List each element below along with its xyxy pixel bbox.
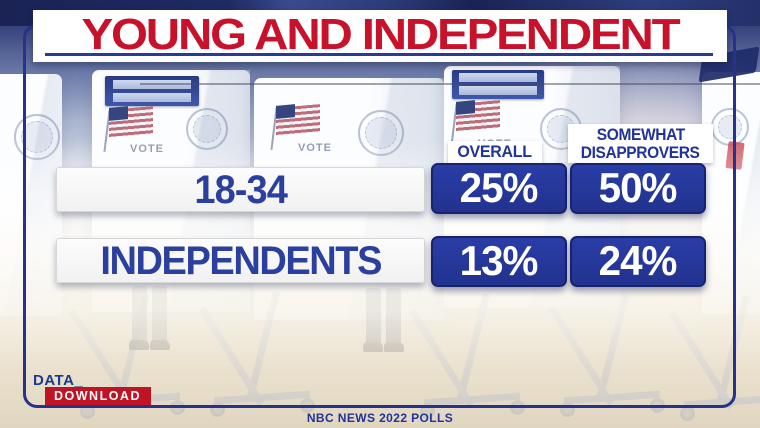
value-text: 13% — [460, 237, 539, 284]
value-text: 50% — [599, 164, 678, 211]
value-18-34-overall: 25% — [431, 163, 567, 214]
graphic-frame — [23, 24, 736, 408]
source-attribution: NBC NEWS 2022 POLLS — [306, 411, 454, 425]
column-header-somewhat-disapprovers: SOMEWHAT DISAPPROVERS — [568, 124, 713, 163]
column-header-overall: OVERALL — [448, 141, 542, 163]
column-header-label: OVERALL — [457, 142, 533, 161]
value-text: 25% — [460, 164, 539, 211]
wall-edge-line — [140, 83, 760, 85]
brand-data-label: DATA_ — [33, 372, 84, 389]
brand-download-label: DOWNLOAD — [45, 387, 151, 405]
value-text: 24% — [599, 237, 678, 284]
column-header-label: DISAPPROVERS — [581, 144, 700, 162]
headline-underline — [45, 53, 713, 56]
page-title: YOUNG AND INDEPENDENT — [81, 10, 680, 59]
row-label-18-34: 18-34 — [56, 167, 425, 212]
data-download-logo: DATA_ DOWNLOAD — [33, 372, 151, 405]
value-18-34-somewhat: 50% — [570, 163, 706, 214]
value-independents-overall: 13% — [431, 236, 567, 287]
value-independents-somewhat: 24% — [570, 236, 706, 287]
row-label-text: INDEPENDENTS — [100, 239, 382, 283]
headline-banner: YOUNG AND INDEPENDENT — [33, 10, 727, 62]
column-header-label: SOMEWHAT — [596, 126, 685, 144]
row-label-text: 18-34 — [194, 168, 287, 212]
row-label-independents: INDEPENDENTS — [56, 238, 425, 283]
